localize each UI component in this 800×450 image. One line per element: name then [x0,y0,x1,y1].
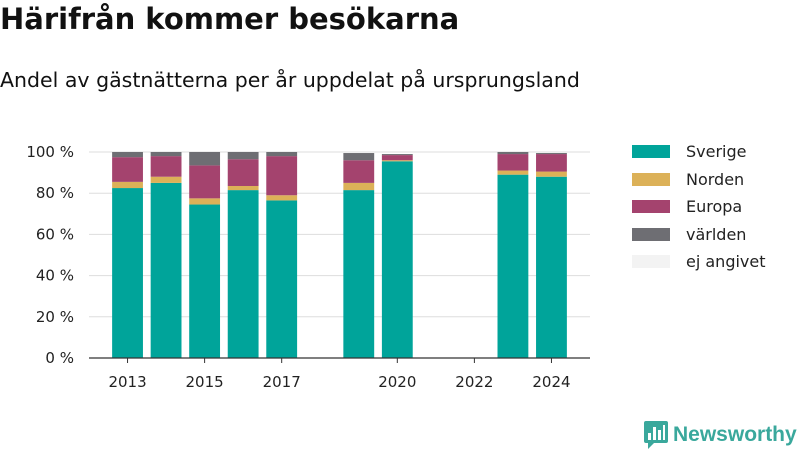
legend-swatch-ej-angivet [632,255,670,269]
legend-swatch-norden [632,172,670,186]
bar-segment-2 [343,160,375,183]
brand-logo: Newsworthy [644,421,797,449]
bar-segment-0 [150,182,182,358]
chart-title: Härifrån kommer besökarna [0,2,460,36]
bar-segment-0 [266,200,298,358]
bar-segment-0 [112,188,143,358]
legend-label-varlden: världen [686,224,747,244]
bar-segment-2 [189,165,221,199]
x-tick-label: 2024 [532,373,570,391]
x-tick-label: 2022 [455,373,493,391]
legend-label-norden: Norden [686,169,745,189]
y-tick-label: 0 % [45,349,74,367]
legend-item-sverige: Sverige [632,138,766,166]
y-tick-label: 80 % [36,184,74,202]
legend-swatch-europa [632,200,670,214]
bar-chart-icon [644,421,668,449]
bar-segment-0 [343,190,375,358]
chart-legend: Sverige Norden Europa världen ej angivet [632,138,766,276]
bar-segment-3 [150,152,182,157]
legend-item-ej-angivet: ej angivet [632,248,766,276]
bar-segment-3 [112,152,143,158]
bar-segment-1 [381,160,413,162]
bar-segment-3 [189,152,221,166]
bar-segment-0 [189,204,221,358]
bar-segment-3 [266,152,298,157]
bar-segment-1 [266,195,298,201]
bar-segment-1 [112,181,143,189]
x-tick-label: 2020 [378,373,416,391]
bar-segment-1 [227,185,259,191]
bar-segment-1 [536,171,567,177]
y-tick-label: 100 % [26,143,74,161]
x-tick-label: 2015 [186,373,224,391]
bar-segment-0 [497,174,529,358]
bar-segment-2 [112,157,143,182]
bar-segment-0 [381,161,413,358]
bar-segment-2 [266,156,298,196]
bar-segment-0 [536,176,567,358]
bar-segment-2 [227,159,259,186]
legend-item-europa: Europa [632,193,766,221]
bar-segment-1 [343,182,375,191]
bar-segment-2 [381,155,413,161]
legend-label-europa: Europa [686,197,743,217]
bar-segment-0 [227,190,259,358]
bar-segment-2 [497,154,529,171]
legend-label-ej-angivet: ej angivet [686,252,766,272]
legend-label-sverige: Sverige [686,142,747,162]
legend-swatch-sverige [632,145,670,159]
y-tick-label: 60 % [36,225,74,243]
bar-segment-3 [381,154,413,156]
x-tick-label: 2017 [263,373,301,391]
bar-segment-1 [497,170,529,175]
chart-subtitle: Andel av gästnätterna per år uppdelat på… [0,68,580,92]
bar-segment-1 [189,198,221,205]
y-tick-label: 20 % [36,308,74,326]
legend-swatch-varlden [632,227,670,241]
y-tick-label: 40 % [36,267,74,285]
bar-segment-3 [227,152,259,160]
bar-segment-3 [497,152,529,155]
legend-item-norden: Norden [632,166,766,194]
bar-segment-2 [536,154,567,172]
x-tick-label: 2013 [108,373,146,391]
bar-segment-3 [343,153,375,161]
legend-item-varlden: världen [632,221,766,249]
bar-segment-2 [150,156,182,177]
bar-segment-1 [150,176,182,183]
brand-name: Newsworthy [673,423,797,446]
bar-segment-3 [536,153,567,155]
